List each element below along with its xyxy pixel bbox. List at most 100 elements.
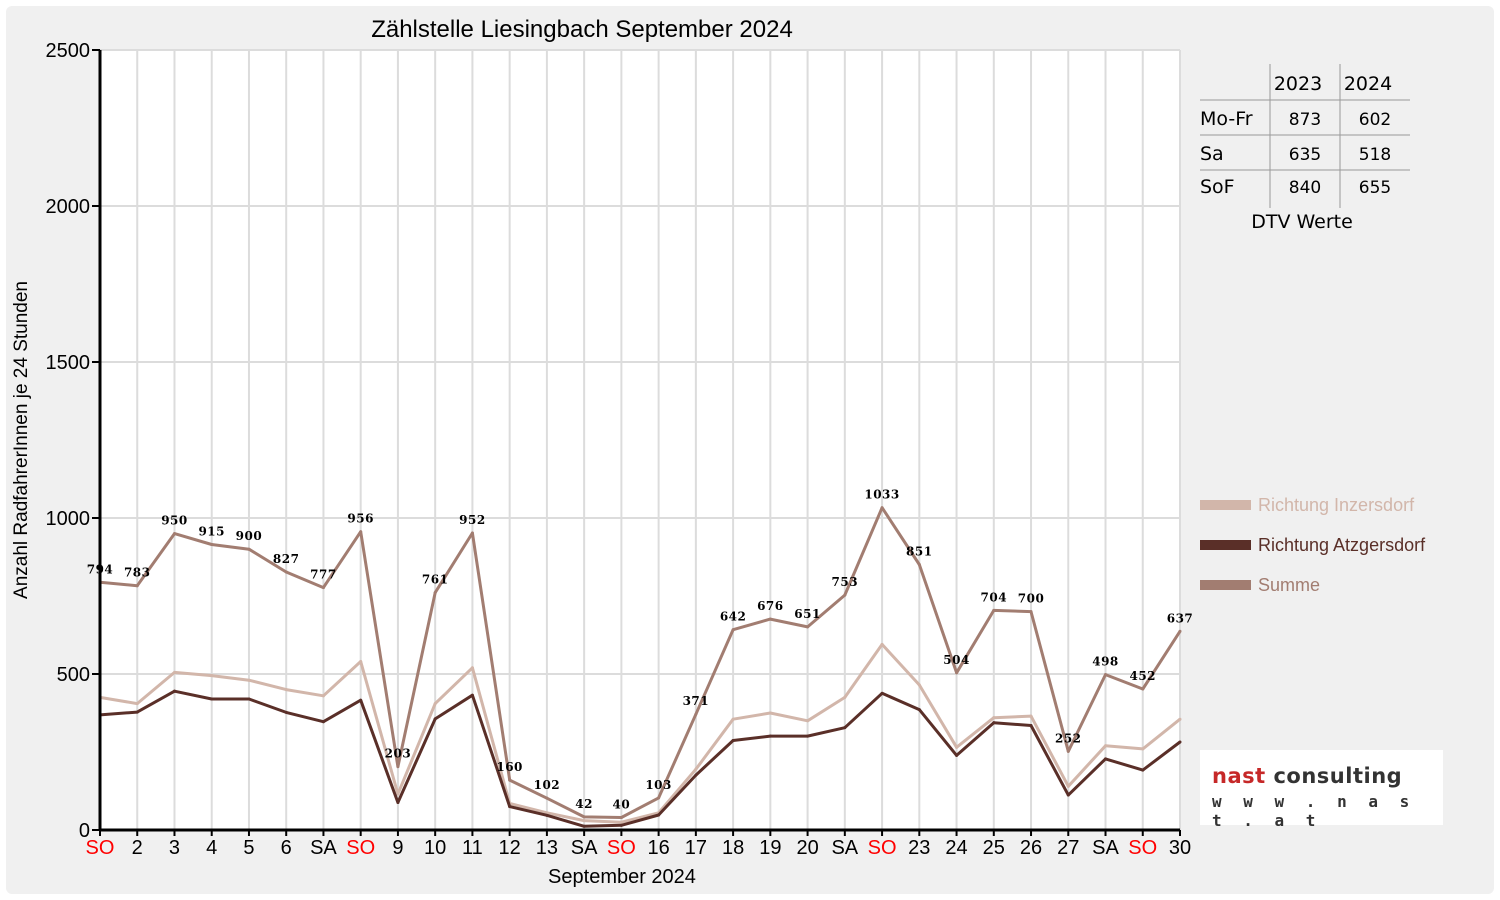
legend-swatch-summe	[1200, 580, 1251, 590]
data-point-summe	[843, 593, 847, 597]
x-tick-label: 30	[1169, 837, 1191, 859]
legend: Richtung Inzersdorf Richtung Atzgersdorf S…	[1200, 495, 1426, 595]
x-tick-label: 17	[685, 837, 707, 859]
data-label: 827	[273, 552, 300, 566]
y-axis-title: Anzahl RadfahrerInnen je 24 Stunden	[11, 281, 32, 599]
x-tick-label: 10	[424, 837, 446, 859]
data-point-atzgersdorf	[917, 708, 921, 712]
x-tick-label: 3	[169, 837, 180, 859]
data-label: 676	[757, 599, 784, 613]
data-label: 40	[613, 798, 631, 812]
chart-title: Zählstelle Liesingbach September 2024	[371, 16, 793, 43]
data-point-atzgersdorf	[731, 738, 735, 742]
data-point-inzersdorf	[1141, 747, 1145, 751]
data-point-inzersdorf	[172, 670, 176, 674]
data-point-inzersdorf	[210, 674, 214, 678]
data-label: 504	[943, 653, 970, 667]
data-point-inzersdorf	[433, 702, 437, 706]
data-point-inzersdorf	[843, 695, 847, 699]
series-line-summe	[99, 506, 1182, 819]
data-point-inzersdorf	[396, 792, 400, 796]
data-point-inzersdorf	[470, 666, 474, 670]
vertical-gridlines	[99, 50, 1181, 830]
data-label: 642	[720, 610, 747, 624]
x-tick-label: 27	[1057, 837, 1079, 859]
data-point-atzgersdorf	[470, 693, 474, 697]
x-tick-label: 18	[722, 837, 744, 859]
data-point-inzersdorf	[321, 694, 325, 698]
data-label: 371	[683, 694, 710, 708]
data-label: 915	[198, 525, 225, 539]
x-tick-label: SO	[1128, 837, 1157, 859]
series-lines	[98, 506, 1182, 828]
data-label: 252	[1055, 731, 1082, 745]
data-point-atzgersdorf	[1104, 757, 1108, 761]
data-point-atzgersdorf	[768, 734, 772, 738]
x-tick-label: 11	[462, 837, 483, 859]
legend-label-atzgersdorf: Richtung Atzgersdorf	[1258, 535, 1426, 555]
x-tick-label: 26	[1020, 837, 1042, 859]
data-point-summe	[917, 562, 921, 566]
dtv-row-label: Sa	[1200, 143, 1224, 165]
x-tick-label: 20	[796, 837, 818, 859]
dtv-header-2023: 2023	[1274, 73, 1322, 95]
data-point-inzersdorf	[694, 767, 698, 771]
data-point-summe	[433, 591, 437, 595]
data-point-inzersdorf	[1104, 744, 1108, 748]
data-point-inzersdorf	[768, 711, 772, 715]
data-point-summe	[359, 530, 363, 534]
data-point-summe	[1029, 610, 1033, 614]
axes	[92, 49, 1181, 836]
data-point-atzgersdorf	[1029, 723, 1033, 727]
data-point-atzgersdorf	[135, 710, 139, 714]
data-point-summe	[172, 532, 176, 536]
data-point-summe	[321, 586, 325, 590]
dtv-cell-2024: 602	[1359, 110, 1391, 130]
dtv-cell-2023: 840	[1289, 178, 1321, 198]
data-point-atzgersdorf	[396, 801, 400, 805]
data-point-summe	[582, 815, 586, 819]
data-point-summe	[731, 628, 735, 632]
data-label: 498	[1092, 655, 1119, 669]
data-point-summe	[1141, 687, 1145, 691]
dtv-caption: DTV Werte	[1251, 211, 1353, 233]
data-point-atzgersdorf	[545, 813, 549, 817]
data-point-inzersdorf	[247, 678, 251, 682]
data-point-summe	[135, 584, 139, 588]
data-point-atzgersdorf	[247, 697, 251, 701]
x-tick-label: 2	[132, 837, 143, 859]
data-point-atzgersdorf	[210, 697, 214, 701]
data-label: 952	[459, 513, 486, 527]
y-tick-label: 2500	[46, 40, 91, 62]
data-point-summe	[284, 570, 288, 574]
x-tick-labels: SO 2 3 4 5 6 SA SO 9 10 11 12 13 SA SO 16 17 18 19 20 SA SO 23…	[86, 837, 1192, 859]
x-tick-label: 9	[392, 837, 403, 859]
data-label: 42	[575, 797, 593, 811]
x-tick-label: 4	[206, 837, 217, 859]
data-point-summe	[768, 617, 772, 621]
series-line-inzersdorf	[99, 642, 1181, 824]
data-point-atzgersdorf	[955, 753, 959, 757]
dtv-table: 2023 2024 Mo-Fr 873 602 Sa 635 518 SoF 8…	[1200, 64, 1420, 248]
legend-label-summe: Summe	[1258, 575, 1320, 595]
data-point-summe	[880, 506, 884, 510]
data-label: 956	[347, 512, 374, 526]
x-tick-label: SO	[607, 837, 636, 859]
x-tick-label: 24	[945, 837, 967, 859]
data-point-atzgersdorf	[619, 823, 623, 827]
data-point-atzgersdorf	[880, 691, 884, 695]
data-label: 783	[124, 566, 151, 580]
dtv-header-2024: 2024	[1344, 73, 1392, 95]
data-point-inzersdorf	[917, 683, 921, 687]
data-label: 900	[236, 529, 263, 543]
data-point-inzersdorf	[955, 745, 959, 749]
data-point-summe	[694, 712, 698, 716]
data-point-summe	[508, 778, 512, 782]
data-label: 637	[1167, 611, 1194, 625]
y-tick-label: 0	[79, 820, 90, 842]
x-tick-label: SA	[310, 837, 337, 859]
data-point-atzgersdorf	[172, 689, 176, 693]
data-point-atzgersdorf	[321, 720, 325, 724]
data-label: 794	[87, 562, 114, 576]
